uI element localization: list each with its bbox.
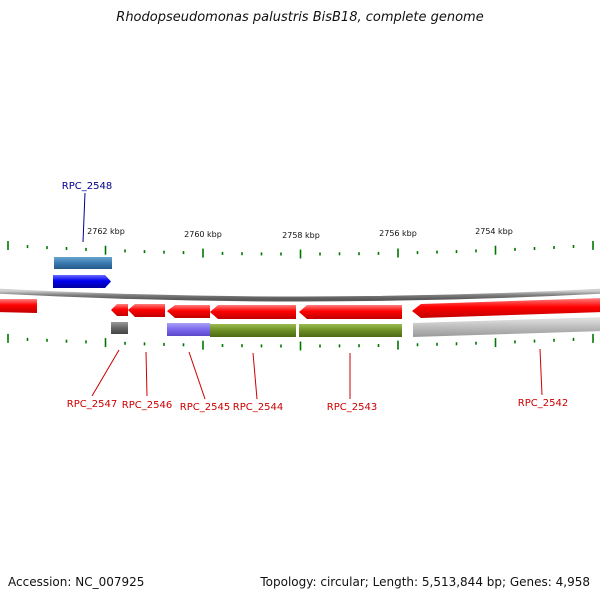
leader-rpc-2547 [91, 349, 120, 397]
protein-bar-rpc-2542[interactable] [413, 317, 600, 337]
protein-bar-rpc-2545[interactable] [167, 323, 210, 336]
genome-backbone [0, 288, 600, 302]
leader-rpc-2548 [82, 192, 86, 243]
gene-rpc-2543[interactable] [299, 305, 402, 319]
protein-bar-rpc-2544[interactable] [210, 324, 296, 337]
outer-scale-ticks [7, 240, 594, 259]
accession-text: Accession: NC_007925 [8, 575, 145, 589]
protein-bar-rpc-2547[interactable] [111, 322, 128, 334]
label-rpc-2543[interactable]: RPC_2543 [327, 402, 377, 413]
leader-rpc-2545 [188, 351, 206, 400]
gene-rpc-2544[interactable] [210, 305, 296, 319]
label-rpc-2542[interactable]: RPC_2542 [518, 398, 568, 409]
protein-bar-rpc-2548[interactable] [54, 257, 112, 269]
gene-rpc-2542[interactable] [412, 298, 600, 318]
label-rpc-2544[interactable]: RPC_2544 [233, 402, 283, 413]
scale-label-2754: 2754 kbp [475, 227, 513, 236]
gene-rpc-2547[interactable] [111, 304, 128, 316]
label-rpc-2547[interactable]: RPC_2547 [67, 399, 117, 410]
genome-summary-text: Topology: circular; Length: 5,513,844 bp… [260, 575, 590, 589]
scale-label-2758: 2758 kbp [282, 231, 320, 240]
scale-label-2760: 2760 kbp [184, 230, 222, 239]
inner-scale-ticks [7, 333, 594, 351]
gene-left-edge[interactable] [0, 299, 37, 313]
leader-rpc-2542 [539, 348, 543, 396]
label-rpc-2546[interactable]: RPC_2546 [122, 400, 172, 411]
label-rpc-2545[interactable]: RPC_2545 [180, 402, 230, 413]
label-rpc-2548[interactable]: RPC_2548 [62, 181, 112, 192]
gene-rpc-2546[interactable] [128, 304, 165, 317]
map-title: Rhodopseudomonas palustris BisB18, compl… [116, 10, 484, 25]
scale-label-2762: 2762 kbp [87, 227, 125, 236]
leader-rpc-2544 [252, 352, 258, 400]
gene-rpc-2545[interactable] [167, 305, 210, 318]
leader-rpc-2546 [145, 351, 148, 397]
protein-bar-rpc-2543[interactable] [299, 324, 402, 337]
scale-label-2756: 2756 kbp [379, 229, 417, 238]
gene-rpc-2548[interactable] [53, 275, 111, 288]
